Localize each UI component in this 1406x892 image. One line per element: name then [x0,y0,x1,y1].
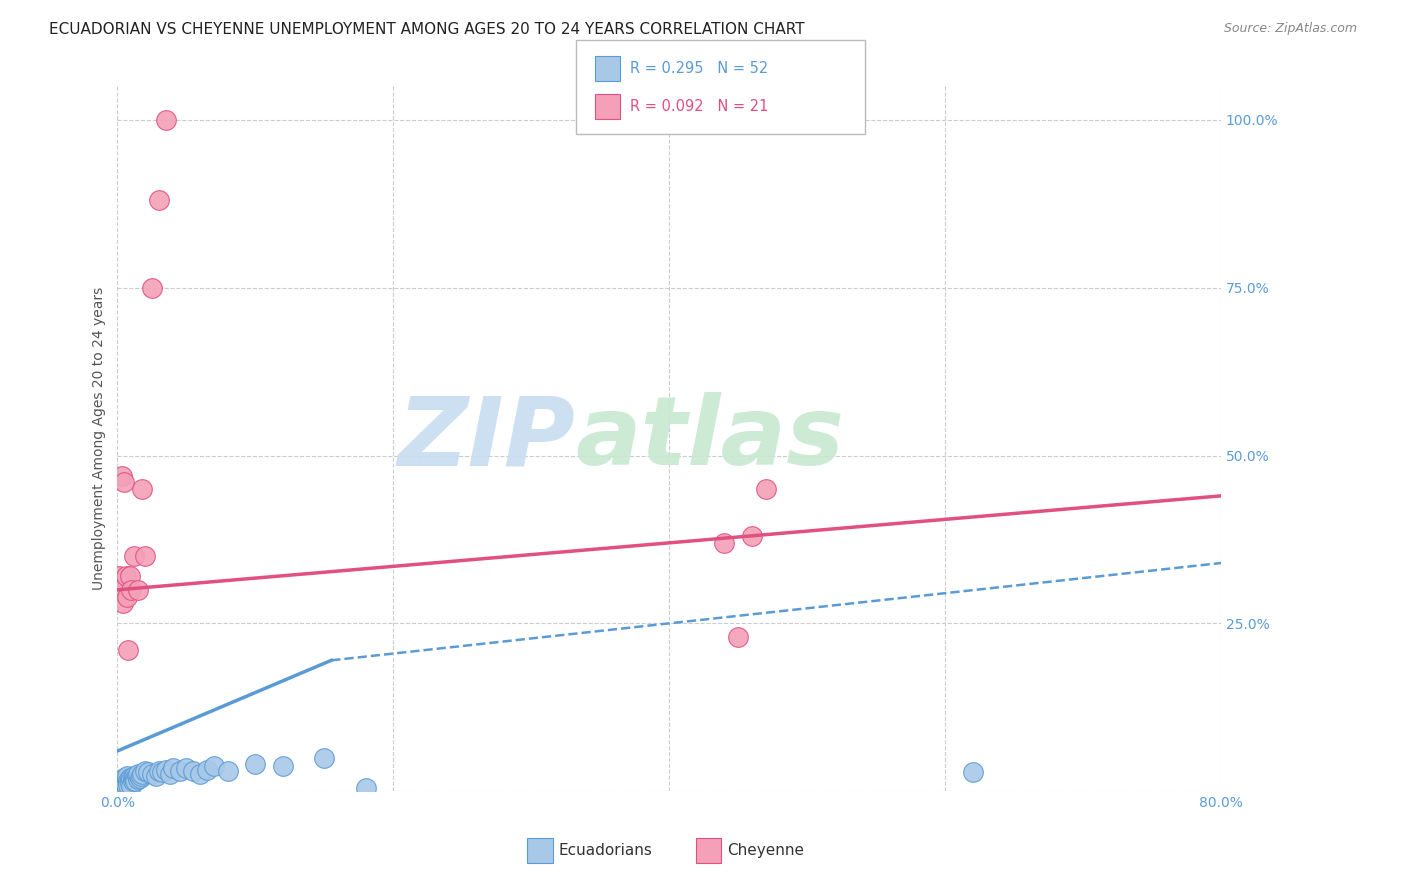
Point [114,569,136,583]
Point [114,774,136,789]
Point [176,761,198,775]
Point [121,774,143,789]
Point [741,529,763,543]
Point [136,765,159,780]
Point [114,778,136,792]
Point [108,569,131,583]
Point [117,778,139,792]
Point [962,765,984,780]
Point [115,772,138,786]
Text: Cheyenne: Cheyenne [727,844,804,858]
Point [141,767,163,781]
Point [118,776,141,790]
Point [127,772,149,786]
Point [122,769,145,783]
Point [202,758,225,772]
Point [110,778,132,792]
Point [314,750,336,764]
Point [108,779,131,793]
Point [110,468,132,483]
Point [271,758,294,772]
Point [713,536,735,550]
Point [127,582,149,597]
Point [188,767,211,781]
Point [245,757,267,772]
Point [150,765,173,780]
Text: ECUADORIAN VS CHEYENNE UNEMPLOYMENT AMONG AGES 20 TO 24 YEARS CORRELATION CHART: ECUADORIAN VS CHEYENNE UNEMPLOYMENT AMON… [49,22,804,37]
Point [115,590,138,604]
Point [120,772,142,786]
Point [148,194,170,208]
Point [131,767,153,781]
Point [122,772,145,786]
Point [129,769,152,783]
Point [727,630,749,644]
Point [217,764,239,778]
Point [181,764,204,778]
Point [755,482,778,496]
Point [141,281,163,295]
Point [108,780,131,795]
Point [159,767,181,781]
Y-axis label: Unemployment Among Ages 20 to 24 years: Unemployment Among Ages 20 to 24 years [93,287,107,591]
Point [112,475,135,490]
Text: atlas: atlas [575,392,845,485]
Point [111,772,134,786]
Point [155,112,177,127]
Point [354,780,377,795]
Text: R = 0.295   N = 52: R = 0.295 N = 52 [630,61,768,76]
Point [125,769,148,783]
Point [127,767,149,781]
Point [117,774,139,789]
Point [118,771,141,785]
Point [169,764,191,778]
Point [111,779,134,793]
Point [108,776,131,790]
Point [112,771,135,785]
Text: ZIP: ZIP [398,392,575,485]
Point [195,763,218,777]
Point [122,549,145,564]
Point [155,763,177,777]
Point [118,569,141,583]
Text: Ecuadorians: Ecuadorians [558,844,652,858]
Point [131,482,153,496]
Point [124,774,146,789]
Point [134,549,156,564]
Point [111,596,134,610]
Point [110,774,132,789]
Point [148,764,170,778]
Point [134,764,156,778]
Point [120,582,142,597]
Point [121,771,143,785]
Point [117,643,139,657]
Point [145,769,167,783]
Point [112,776,135,790]
Text: Source: ZipAtlas.com: Source: ZipAtlas.com [1223,22,1357,36]
Point [124,771,146,785]
Point [162,761,184,775]
Point [120,779,142,793]
Point [115,769,138,783]
Point [128,771,150,785]
Text: R = 0.092   N = 21: R = 0.092 N = 21 [630,99,768,114]
Point [108,582,131,597]
